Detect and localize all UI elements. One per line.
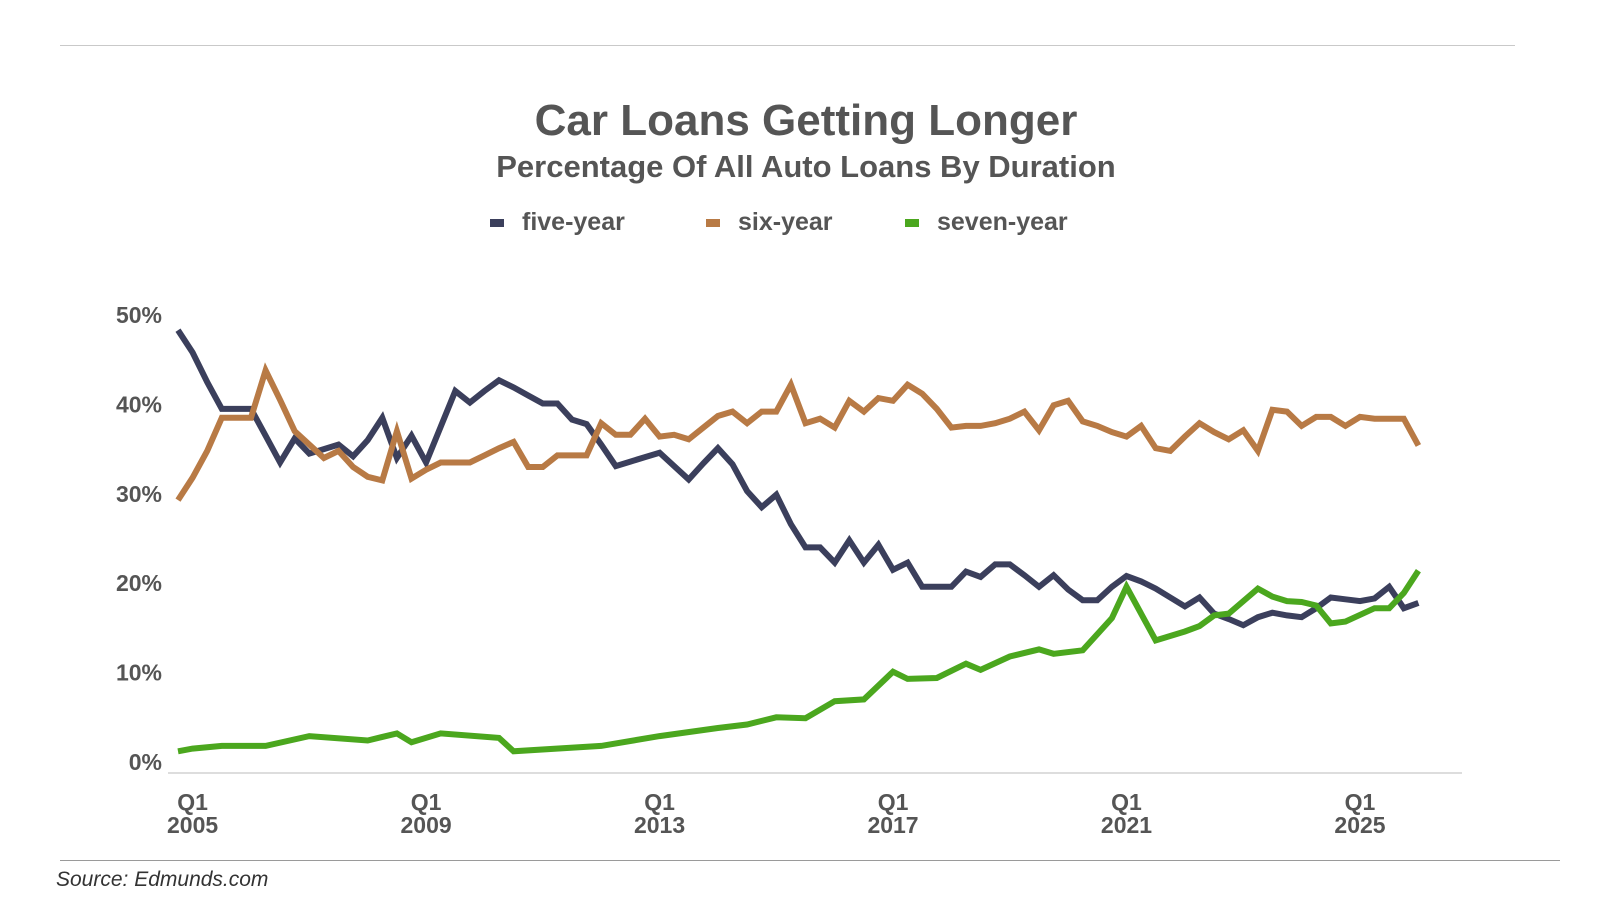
y-tick-label: 10%	[116, 660, 162, 686]
x-tick-label-quarter: Q1	[1345, 789, 1376, 815]
legend-item-six-year: six-year	[706, 208, 833, 237]
legend-label-five-year: five-year	[522, 208, 625, 236]
legend-swatch-five-year	[490, 218, 504, 227]
legend-item-five-year: five-year	[490, 208, 625, 237]
bottom-divider	[60, 860, 1560, 861]
x-tick-label-quarter: Q1	[644, 789, 675, 815]
x-tick-label-quarter: Q1	[1111, 789, 1142, 815]
legend-label-six-year: six-year	[738, 208, 833, 236]
x-tick-label-year: 2021	[1101, 812, 1152, 838]
series-line-five-year	[175, 328, 1420, 629]
series-line-seven-year	[177, 569, 1421, 755]
x-tick-label-quarter: Q1	[878, 789, 909, 815]
y-tick-label: 0%	[129, 749, 162, 775]
chart-title: Car Loans Getting Longer	[534, 96, 1078, 145]
series-lines	[175, 328, 1422, 755]
x-tick-label-year: 2025	[1334, 812, 1385, 838]
series-line-six-year	[175, 362, 1422, 502]
legend-swatch-six-year	[706, 218, 720, 227]
x-tick-label-quarter: Q1	[177, 789, 208, 815]
y-tick-label: 40%	[116, 391, 162, 417]
x-tick-label-quarter: Q1	[411, 789, 442, 815]
x-tick-label-year: 2009	[400, 812, 451, 838]
y-tick-label: 50%	[116, 302, 162, 328]
chart-subtitle: Percentage Of All Auto Loans By Duration	[496, 149, 1116, 184]
legend-swatch-seven-year	[905, 218, 919, 227]
x-tick-label-year: 2005	[167, 812, 218, 838]
legend-item-seven-year: seven-year	[905, 208, 1068, 237]
y-axis-labels: 0% 10% 20% 30% 40% 50%	[116, 302, 162, 775]
y-tick-label: 30%	[116, 481, 162, 507]
x-tick-label-year: 2017	[867, 812, 918, 838]
x-tick-label-year: 2013	[634, 812, 685, 838]
source-note: Source: Edmunds.com	[56, 868, 269, 891]
legend-label-seven-year: seven-year	[937, 208, 1068, 236]
top-divider	[60, 45, 1515, 46]
y-tick-label: 20%	[116, 570, 162, 596]
chart-legend: five-year six-year seven-year	[0, 208, 1600, 242]
